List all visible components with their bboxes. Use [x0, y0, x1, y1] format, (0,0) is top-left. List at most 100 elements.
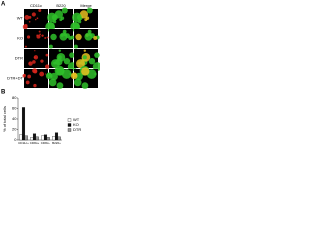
bar-chart: 0 20 40 60 80 % of total cells CD11c+ CD8α+ CD8α…	[2, 95, 81, 145]
cell-signal	[62, 29, 67, 34]
y-tick-label: 60	[12, 106, 17, 111]
cell-signal	[41, 34, 44, 37]
cell-signal	[56, 67, 65, 76]
y-tick-label: 0	[14, 137, 17, 142]
row-label: KO	[17, 36, 23, 41]
cell-signal	[54, 10, 63, 19]
cell-signal	[73, 44, 78, 49]
cell-signal	[69, 52, 75, 58]
cell-signal	[28, 20, 31, 23]
cell-signal	[58, 49, 61, 52]
cell-signal	[44, 36, 47, 39]
row-label: DTR+DT	[7, 76, 23, 81]
y-axis-label: % of total cells	[2, 106, 7, 132]
cell-signal	[56, 82, 64, 89]
cell-signal	[48, 44, 53, 49]
cell-signal	[35, 18, 37, 21]
cell-signal	[85, 16, 90, 20]
cell-signal	[31, 12, 36, 17]
cell-signal	[79, 10, 88, 19]
cell-signal	[87, 29, 92, 34]
row-label: WT	[17, 16, 24, 21]
cell-signal	[84, 32, 93, 41]
cell-signal	[57, 55, 62, 60]
cell-signal	[33, 55, 39, 60]
legend-swatch	[67, 118, 72, 122]
cell-signal	[73, 78, 82, 87]
cell-signal	[48, 78, 57, 87]
cell-signal	[61, 7, 68, 14]
cell-signal	[33, 56, 36, 59]
cell-signal	[88, 57, 96, 65]
cell-signal	[94, 52, 100, 58]
cell-signal	[46, 36, 49, 39]
cell-signal	[22, 24, 28, 30]
bar	[57, 136, 61, 141]
cell-signal	[83, 49, 86, 52]
cell-signal	[45, 53, 49, 57]
legend-swatch	[67, 123, 72, 127]
cell-signal	[75, 72, 83, 81]
cell-signal	[39, 71, 45, 77]
cell-signal	[47, 12, 57, 23]
cell-signal	[59, 32, 68, 41]
column-header: B220	[56, 3, 66, 8]
bar	[35, 136, 39, 141]
cell-signal	[28, 61, 33, 66]
micrograph	[24, 9, 48, 28]
legend-label: KO	[73, 122, 79, 127]
cell-signal	[81, 82, 89, 89]
cell-signal	[39, 33, 41, 36]
cell-signal	[45, 72, 53, 80]
cell-signal	[32, 60, 36, 64]
cell-signal	[24, 45, 27, 48]
bar	[43, 134, 48, 141]
bar	[52, 136, 56, 141]
cell-signal	[60, 16, 65, 20]
cell-signal	[81, 67, 90, 76]
cell-signal	[82, 55, 87, 60]
cell-signal	[36, 17, 39, 20]
cell-signal	[93, 35, 98, 40]
x-tick-label: CD8α+	[30, 141, 40, 145]
bar	[19, 134, 23, 141]
y-tick-label: 40	[12, 116, 17, 121]
cell-signal	[44, 73, 47, 75]
cell-signal	[33, 83, 37, 88]
cell-signal	[38, 30, 41, 33]
y-tick-label: 20	[12, 127, 17, 132]
cell-signal	[27, 74, 32, 79]
cell-signal	[22, 74, 26, 78]
column-header: Merge	[80, 3, 92, 8]
legend-label: WT	[73, 117, 80, 122]
cell-signal	[86, 7, 93, 14]
cell-signal	[40, 59, 44, 63]
bar	[24, 135, 28, 141]
micrographs: CD11c B220 Merge WT KO DTR DTR+DT	[7, 3, 100, 89]
y-tick-label: 80	[12, 95, 17, 100]
legend-swatch	[67, 128, 72, 132]
bar	[21, 107, 26, 141]
bar	[30, 137, 34, 141]
cell-signal	[45, 64, 50, 69]
bar	[54, 132, 59, 141]
bar	[46, 137, 50, 141]
cell-signal	[75, 33, 82, 41]
panel-label: A	[1, 2, 6, 8]
cell-signal	[34, 50, 36, 52]
cell-signal	[68, 35, 73, 40]
micrograph	[24, 29, 48, 48]
cell-signal	[92, 62, 100, 72]
bar	[32, 133, 37, 141]
cell-signal	[76, 59, 85, 68]
cell-signal	[94, 72, 97, 76]
column-header: CD11c	[30, 3, 42, 8]
cell-signal	[51, 59, 60, 68]
x-tick-label: CD11c+	[18, 141, 29, 145]
panel-label: B	[1, 90, 6, 96]
cell-signal	[50, 33, 57, 41]
cell-signal	[50, 72, 58, 81]
legend-label: DTR	[73, 127, 81, 132]
row-label: DTR	[15, 56, 23, 61]
